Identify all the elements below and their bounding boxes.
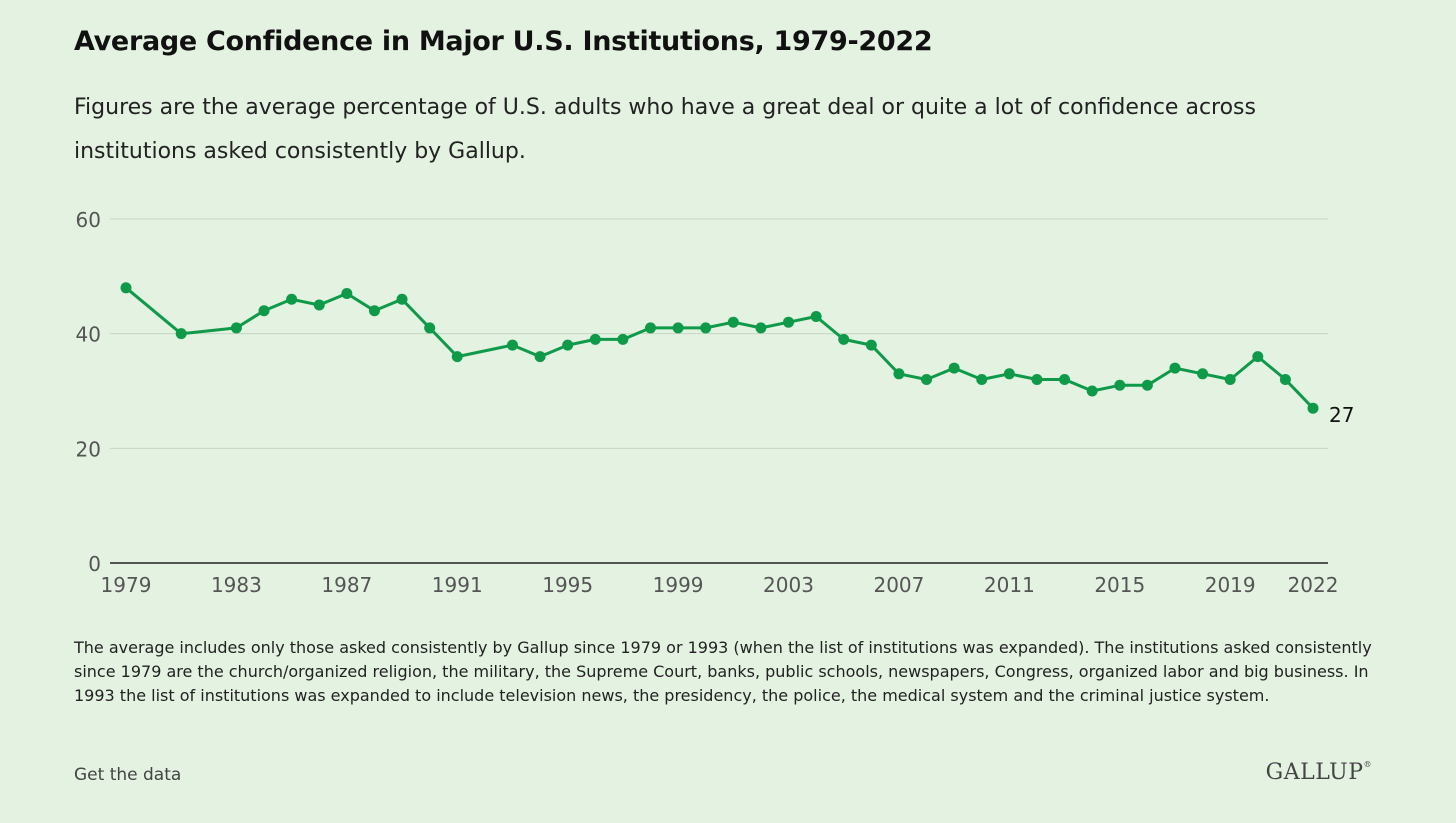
data-point bbox=[644, 322, 656, 334]
data-point bbox=[617, 333, 629, 345]
data-point bbox=[230, 322, 242, 334]
data-point bbox=[1197, 368, 1209, 380]
data-point bbox=[368, 305, 380, 317]
x-tick-label: 1983 bbox=[211, 573, 262, 597]
x-tick-label: 1979 bbox=[101, 573, 152, 597]
footnote: The average includes only those asked co… bbox=[74, 638, 1372, 705]
data-point bbox=[562, 339, 574, 351]
series-line bbox=[125, 286, 1315, 410]
annotations: 27 bbox=[1329, 403, 1354, 427]
x-tick-label: 2011 bbox=[984, 573, 1035, 597]
data-point bbox=[424, 322, 436, 334]
data-point bbox=[1031, 374, 1043, 386]
data-point bbox=[451, 351, 463, 363]
x-axis-ticks: 1979 1983 1987 1991 1995 1999 2003 2007 2011 2015… bbox=[101, 573, 1339, 597]
y-tick-label: 20 bbox=[76, 437, 101, 461]
data-point bbox=[700, 322, 712, 334]
data-point bbox=[1059, 374, 1071, 386]
y-axis-ticks: 0 20 40 60 bbox=[76, 208, 101, 576]
data-points bbox=[120, 282, 1319, 414]
data-point bbox=[672, 322, 684, 334]
data-point bbox=[838, 333, 850, 345]
logo-text: GALLUP bbox=[1265, 760, 1364, 785]
data-point bbox=[1003, 368, 1015, 380]
chart-title: Average Confidence in Major U.S. Institu… bbox=[74, 26, 933, 57]
data-point bbox=[506, 339, 518, 351]
data-point bbox=[534, 351, 546, 363]
gallup-logo: GALLUP® bbox=[1266, 760, 1372, 785]
data-point bbox=[1141, 379, 1153, 391]
data-point bbox=[755, 322, 767, 334]
data-point bbox=[1252, 351, 1264, 363]
data-point bbox=[948, 362, 960, 374]
data-point bbox=[1279, 374, 1291, 386]
data-point bbox=[1307, 402, 1319, 414]
trademark-mark: ® bbox=[1363, 760, 1372, 769]
data-point bbox=[727, 316, 739, 328]
data-point bbox=[341, 288, 353, 300]
series-line-group bbox=[125, 286, 1315, 410]
x-tick-label: 2019 bbox=[1205, 573, 1256, 597]
gridlines bbox=[110, 218, 1328, 564]
data-point bbox=[589, 333, 601, 345]
data-point bbox=[258, 305, 270, 317]
data-point bbox=[396, 293, 408, 305]
data-point bbox=[1086, 385, 1098, 397]
end-value-label: 27 bbox=[1329, 403, 1354, 427]
chart-subtitle: Figures are the average percentage of U.… bbox=[74, 95, 1256, 164]
data-point bbox=[1169, 362, 1181, 374]
y-tick-label: 0 bbox=[88, 552, 101, 576]
y-tick-label: 60 bbox=[76, 208, 101, 232]
data-point bbox=[1224, 374, 1236, 386]
data-point bbox=[976, 374, 988, 386]
data-point bbox=[175, 328, 187, 340]
x-tick-label: 1987 bbox=[321, 573, 372, 597]
data-point bbox=[810, 310, 822, 322]
x-tick-label: 1999 bbox=[653, 573, 704, 597]
data-point bbox=[120, 282, 132, 294]
y-tick-label: 40 bbox=[76, 323, 101, 347]
x-tick-label: 2007 bbox=[873, 573, 924, 597]
x-tick-label: 1995 bbox=[542, 573, 593, 597]
data-point bbox=[286, 293, 298, 305]
line-chart: 0 20 40 60 1979 1983 1987 1991 1995 1999 2003 2007… bbox=[76, 208, 1355, 597]
data-point bbox=[865, 339, 877, 351]
data-point bbox=[893, 368, 905, 380]
data-point bbox=[921, 374, 933, 386]
x-tick-label: 2003 bbox=[763, 573, 814, 597]
x-tick-label: 2015 bbox=[1094, 573, 1145, 597]
x-tick-label: 2022 bbox=[1288, 573, 1339, 597]
data-point bbox=[783, 316, 795, 328]
data-point bbox=[1114, 379, 1126, 391]
get-the-data-link[interactable]: Get the data bbox=[74, 765, 182, 785]
x-tick-label: 1991 bbox=[432, 573, 483, 597]
data-point bbox=[313, 299, 325, 311]
